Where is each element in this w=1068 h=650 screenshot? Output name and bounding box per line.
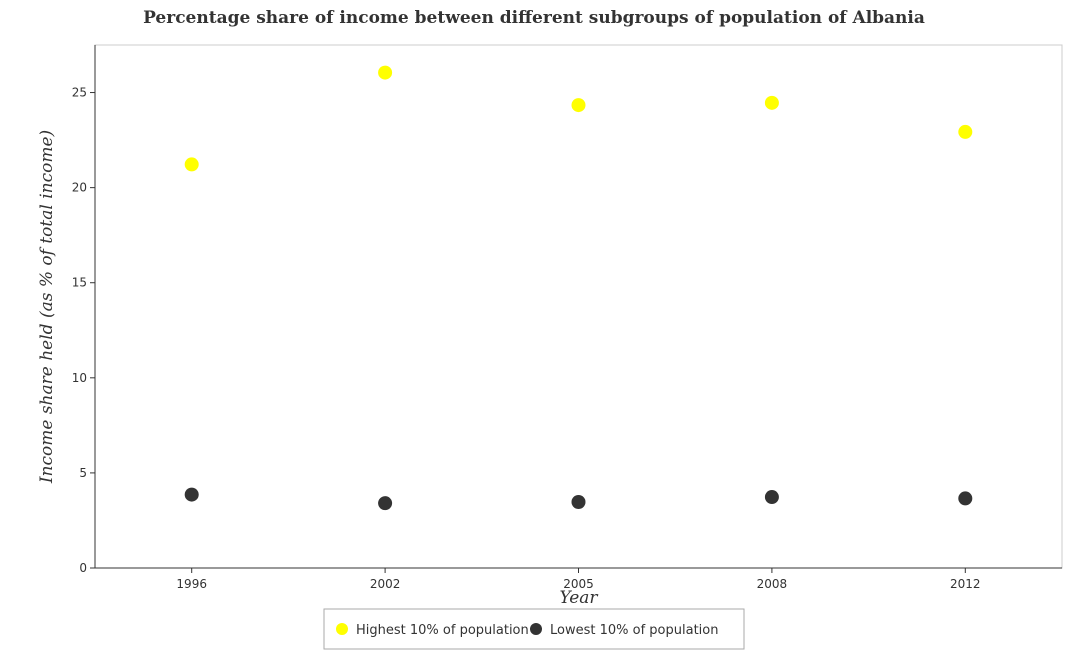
legend-marker (336, 623, 348, 635)
y-tick-label: 25 (72, 86, 87, 100)
y-axis-label: Income share held (as % of total income) (37, 130, 57, 484)
lowest-10pct-point (378, 496, 393, 511)
lowest-10pct-point (958, 491, 973, 506)
x-tick-label: 2005 (563, 577, 594, 591)
lowest-10pct-point (764, 490, 779, 505)
x-tick-label: 2002 (370, 577, 401, 591)
highest-10pct-point (184, 157, 199, 172)
highest-10pct-point (378, 65, 393, 80)
lowest-10pct-point (184, 487, 199, 502)
legend-label: Lowest 10% of population (550, 623, 718, 638)
x-tick-label: 1996 (176, 577, 207, 591)
legend-marker (530, 623, 542, 635)
y-tick-label: 20 (72, 181, 87, 195)
y-tick-label: 15 (72, 276, 87, 290)
x-tick-label: 2012 (950, 577, 981, 591)
plot-frame (94, 44, 1063, 569)
y-tick-label: 10 (72, 371, 87, 385)
highest-10pct-point (764, 95, 779, 110)
chart-title: Percentage share of income between diffe… (143, 8, 925, 28)
y-tick-label: 5 (79, 466, 87, 480)
x-axis-label: Year (559, 588, 598, 608)
y-tick-label: 0 (79, 561, 87, 575)
highest-10pct-point (571, 98, 586, 113)
highest-10pct-point (958, 124, 973, 139)
lowest-10pct-point (571, 495, 586, 510)
legend-label: Highest 10% of population (356, 623, 529, 638)
x-tick-label: 2008 (757, 577, 788, 591)
